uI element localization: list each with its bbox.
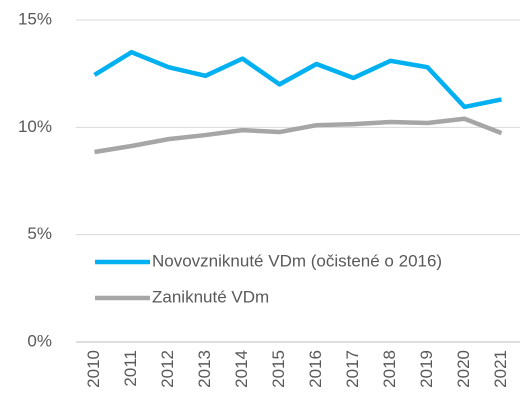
x-tick-label: 2011: [121, 350, 140, 387]
x-tick-label: 2014: [232, 350, 251, 388]
legend-label: Novovzniknuté VDm (očistené o 2016): [152, 251, 442, 270]
y-tick-label: 15%: [18, 9, 52, 28]
x-tick-label: 2019: [417, 350, 436, 388]
x-tick-label: 2013: [195, 350, 214, 388]
x-tick-label: 2015: [269, 350, 288, 388]
y-tick-label: 0%: [27, 331, 52, 350]
line-series: [93, 49, 502, 110]
x-tick-label: 2010: [84, 350, 103, 388]
x-tick-label: 2018: [380, 350, 399, 388]
x-tick-label: 2021: [491, 350, 510, 388]
legend-label: Zaniknuté VDm: [152, 287, 269, 306]
x-tick-label: 2020: [454, 350, 473, 388]
x-tick-label: 2017: [343, 350, 362, 388]
y-tick-label: 5%: [27, 224, 52, 243]
y-tick-label: 10%: [18, 117, 52, 136]
line-series: [94, 116, 503, 155]
x-tick-label: 2016: [306, 350, 325, 388]
x-tick-label: 2012: [158, 350, 177, 388]
